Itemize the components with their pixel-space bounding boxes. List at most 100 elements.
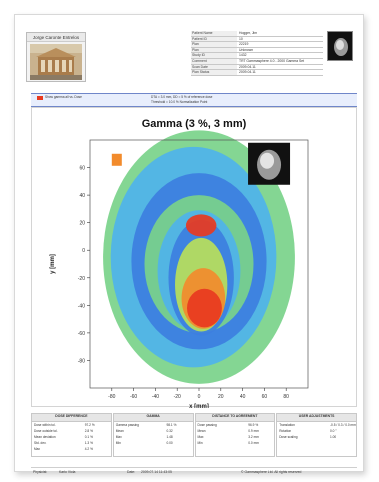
stats-label: Min <box>115 441 121 445</box>
info-row: Patient Name Hogger, Jim <box>191 31 323 37</box>
stats-table: USER ADJUSTMENTS Translation -0.5 / 0.3 / … <box>276 413 357 457</box>
info-key: Scan Date <box>191 64 237 70</box>
stats-value: 0.9 mm <box>248 429 259 433</box>
info-value: TRT Gammasphere 4.0 - 2000 Gamma Set <box>239 58 305 63</box>
statistics-tables: DOSE DIFFERENCE Dose within tol. 97.2 % Dos… <box>31 413 357 457</box>
y-tick-label: 60 <box>79 166 85 172</box>
info-value: 2009.04.11 <box>239 70 256 75</box>
stats-table-title: DOSE DIFFERENCE <box>32 414 111 422</box>
stats-label: Max <box>197 435 204 439</box>
stats-table: DOSE DIFFERENCE Dose within tol. 97.2 % Dos… <box>31 413 112 457</box>
gamma-chart: -80 -60 -40 -20 0 20 40 60 80 60 40 20 0 -20 -40 -60 -80… <box>50 130 309 408</box>
info-value: 22219 <box>239 42 249 47</box>
gamma-plot: Gamma (3 %, 3 mm) -80 -60 -40 -20 0 20 40 60 80 6… <box>31 107 357 408</box>
stats-table-title: DISTANCE TO AGREEMENT <box>195 414 275 422</box>
info-row: Patient ID 10 <box>191 36 323 43</box>
stats-label: Translation <box>279 423 295 427</box>
company-note: © Gammasphere Ltd. All rights reserved <box>241 470 302 474</box>
stats-label: Min <box>197 441 203 445</box>
stats-value: 3.2 mm <box>248 435 259 439</box>
stats-label: Mean <box>197 429 206 433</box>
stats-table-title: USER ADJUSTMENTS <box>277 414 356 422</box>
date-value: 2009.07.14 11:43:05 <box>141 470 172 474</box>
stats-value: 0.0 mm <box>248 441 259 445</box>
plot-title: Gamma (3 %, 3 mm) <box>141 118 247 130</box>
building-image <box>30 44 82 80</box>
y-tick-label: 20 <box>79 221 85 227</box>
settings-right: Threshold = 10.0 % Normalization Point <box>151 100 208 104</box>
stats-label: Max <box>115 435 122 439</box>
report-footer: Physicist: Karlo Viola Date: 2009.07.14 … <box>31 467 357 475</box>
physicist-label: Physicist: <box>33 470 48 474</box>
info-key: Study ID <box>191 53 237 58</box>
stats-label: Mean <box>115 429 124 433</box>
info-row: Plan 22219 <box>191 42 323 48</box>
info-value: 2009.04.11 <box>239 64 256 69</box>
x-tick-label: 20 <box>218 394 224 400</box>
heatmap-region <box>185 214 217 237</box>
stats-label: Dose within tol. <box>34 423 56 427</box>
info-value: Hogger, Jim <box>239 31 258 35</box>
patient-info-table: Patient Name Hogger, Jim Patient ID 10 Plan 2… <box>191 31 323 89</box>
info-row: Study ID 1432 <box>191 53 323 59</box>
settings-bar: Show gamma all vs. Dose DTA = 3.0 mm, DD… <box>31 93 357 107</box>
x-tick-label: 0 <box>198 394 201 400</box>
scan-thumbnail-icon <box>334 38 348 56</box>
stats-value: 96.9 % <box>248 423 259 427</box>
x-tick-label: 40 <box>240 394 246 400</box>
color-swatch <box>37 96 43 100</box>
info-key: Plan <box>191 47 237 53</box>
stats-value: 97.2 % <box>84 423 95 427</box>
stats-row: Dose outside tol. 2.8 % <box>32 428 111 434</box>
stats-label: Dose passing <box>197 423 217 427</box>
settings-mid: DTA = 3.0 mm, DD = 5 % of reference dose <box>151 95 213 99</box>
stats-row: Max 1.48 <box>114 434 193 440</box>
physicist-name: Karlo Viola <box>59 470 76 474</box>
info-value: 1432 <box>239 53 247 58</box>
info-row: Plan Unknown <box>191 47 323 54</box>
x-tick-label: -60 <box>130 394 137 400</box>
y-tick-label: 40 <box>79 193 85 199</box>
stats-row: Max 4.2 % <box>32 446 111 452</box>
stats-value: -0.5 / 0.3 / 0.0 mm <box>330 423 356 427</box>
stats-value: 0.1 % <box>84 435 93 439</box>
x-tick-label: -80 <box>108 394 115 400</box>
stats-label: Gamma passing <box>115 423 139 427</box>
x-axis-label: x [mm] <box>189 404 209 408</box>
stats-value: 0.32 <box>166 429 173 433</box>
stats-label: Dose scaling <box>279 435 298 439</box>
stats-label: Mean deviation <box>34 435 56 439</box>
report-page: Jorge Caronte Entrelos Patient Name Hogge… <box>14 14 364 475</box>
info-row: Scan Date 2009.04.11 <box>191 64 323 71</box>
stats-value: 4.2 % <box>84 447 93 451</box>
settings-left: Show gamma all vs. Dose <box>45 95 82 99</box>
info-key: Patient Name <box>191 31 237 36</box>
info-key: Comment <box>191 58 237 64</box>
y-tick-label: -40 <box>78 303 85 309</box>
stats-value: 0.00 <box>166 441 173 445</box>
info-value: 10 <box>239 36 243 41</box>
stats-table: DISTANCE TO AGREEMENT Dose passing 96.9 % M… <box>194 413 276 457</box>
y-axis-label: y [mm] <box>50 254 56 274</box>
stats-row: Mean 0.32 <box>114 428 193 434</box>
stats-label: Rotation <box>279 429 292 433</box>
stats-table-title: GAMMA <box>113 414 193 422</box>
patient-thumbnail <box>327 31 353 61</box>
stats-row: Min 0.00 <box>114 440 193 446</box>
scan-overlay-shape <box>260 152 275 169</box>
stats-value: 98.1 % <box>166 423 177 427</box>
x-tick-label: 60 <box>262 394 268 400</box>
info-key: Plan Status <box>191 70 237 75</box>
info-row: Plan Status 2009.04.11 <box>191 70 323 76</box>
stats-row: Mean 0.9 mm <box>196 428 275 434</box>
stats-row: Gamma passing 98.1 % <box>114 422 193 428</box>
stats-value: 1.3 % <box>84 441 93 445</box>
y-tick-label: -60 <box>78 331 85 337</box>
stats-row: Dose scaling 1.00 <box>277 434 356 440</box>
stats-value: 2.8 % <box>84 429 93 433</box>
logo-caption: Jorge Caronte Entrelos <box>27 33 85 42</box>
stats-row: Dose passing 96.9 % <box>196 422 275 428</box>
y-tick-label: -80 <box>78 358 85 364</box>
stats-value: 1.48 <box>166 435 173 439</box>
stats-row: Rotation 0.0 ° <box>277 428 356 434</box>
